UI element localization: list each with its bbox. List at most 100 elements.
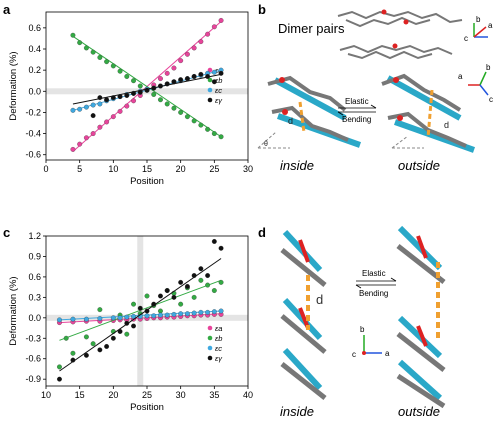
dimer-outside: d (381, 73, 476, 153)
data-point (144, 293, 150, 299)
data-point (158, 97, 163, 103)
data-point (205, 282, 211, 288)
data-point (191, 45, 197, 51)
data-point (124, 314, 130, 320)
data-point (164, 81, 170, 87)
data-point (97, 101, 103, 107)
d-label-inside: d (288, 116, 293, 126)
data-point (131, 90, 136, 96)
data-point (144, 308, 150, 314)
axes-indicator-top: c b a (464, 15, 493, 43)
axis-label-b-top: b (476, 15, 481, 24)
data-point (211, 131, 217, 137)
data-point (171, 105, 177, 111)
data-point (218, 134, 224, 140)
data-point (151, 85, 157, 91)
x-tick-label: 30 (176, 390, 186, 400)
data-point (97, 124, 103, 130)
data-point (151, 301, 157, 307)
data-point (205, 309, 211, 315)
data-point (218, 308, 224, 314)
legend-label: εγ (215, 354, 223, 363)
data-point (124, 320, 130, 326)
data-point (104, 97, 110, 103)
data-point (205, 126, 211, 132)
data-point (184, 114, 190, 120)
y-tick-label: -0.6 (25, 150, 41, 160)
data-point (117, 329, 123, 334)
axis-label-a-mid: a (458, 72, 463, 81)
x-tick-label: 10 (108, 164, 118, 174)
data-point (137, 83, 143, 89)
x-axis-label: Position (130, 402, 164, 413)
data-point (178, 279, 184, 285)
legend-marker (207, 67, 213, 73)
data-point (205, 273, 211, 278)
d-label-d-inside: d (316, 292, 323, 307)
data-point (131, 323, 136, 329)
elastic-label-d: Elastic (362, 269, 386, 278)
data-point (131, 98, 136, 104)
data-point (90, 113, 96, 119)
data-point (97, 307, 103, 313)
data-point (171, 311, 177, 317)
data-point (124, 103, 130, 109)
legend-label: εc (215, 344, 222, 353)
data-point (117, 68, 123, 74)
axis-label-a-d: a (385, 349, 390, 358)
theta-label: θ (264, 141, 268, 148)
data-point (158, 83, 163, 89)
y-tick-label: 0.0 (28, 313, 41, 323)
x-tick-label: 15 (75, 390, 85, 400)
y-tick-label: 0.6 (28, 23, 41, 33)
data-point (124, 93, 130, 98)
data-point (110, 95, 116, 101)
x-tick-label: 25 (209, 164, 219, 174)
stack-inside: d (280, 229, 327, 400)
data-point (198, 266, 204, 272)
data-point (83, 45, 89, 51)
y-tick-label: 0.9 (28, 251, 41, 261)
data-point (77, 106, 83, 112)
data-point (164, 70, 170, 76)
data-point (191, 74, 197, 79)
data-point (178, 109, 184, 115)
legend-label: εa (215, 324, 222, 333)
data-point (158, 312, 163, 318)
data-point (164, 312, 170, 318)
legend-marker (207, 345, 213, 351)
data-point (70, 32, 76, 38)
data-point (137, 89, 143, 95)
data-point (171, 65, 177, 71)
data-point (164, 101, 170, 107)
data-point (178, 301, 184, 307)
panel-label-c: c (3, 225, 11, 240)
legend-marker (207, 335, 213, 341)
data-point (184, 76, 190, 82)
data-point (198, 71, 204, 77)
data-point (110, 63, 116, 69)
legend-label: εb (215, 334, 222, 343)
axis-label-c-mid: c (489, 95, 493, 104)
data-point (211, 69, 217, 75)
data-point (90, 131, 96, 137)
bending-label-b: Bending (342, 115, 371, 124)
elastic-bending-arrows-d: Elastic Bending (355, 269, 397, 298)
dimer-pairs-title: Dimer pairs (278, 21, 345, 36)
axis-label-c-top: c (464, 34, 468, 43)
data-point (171, 294, 177, 300)
data-point (211, 288, 217, 293)
axes-indicator-mid: a b c (458, 63, 493, 104)
x-tick-label: 15 (142, 164, 152, 174)
data-point (151, 313, 157, 319)
data-point (70, 146, 76, 152)
molecule-top (337, 9, 463, 60)
data-point (57, 364, 62, 370)
data-point (218, 18, 224, 23)
y-tick-label: 0.3 (28, 292, 41, 302)
elastic-bending-arrows-b: Elastic Bending (337, 97, 377, 124)
data-point (70, 350, 76, 356)
legend-label: εγ (215, 96, 223, 105)
data-point (144, 313, 150, 319)
